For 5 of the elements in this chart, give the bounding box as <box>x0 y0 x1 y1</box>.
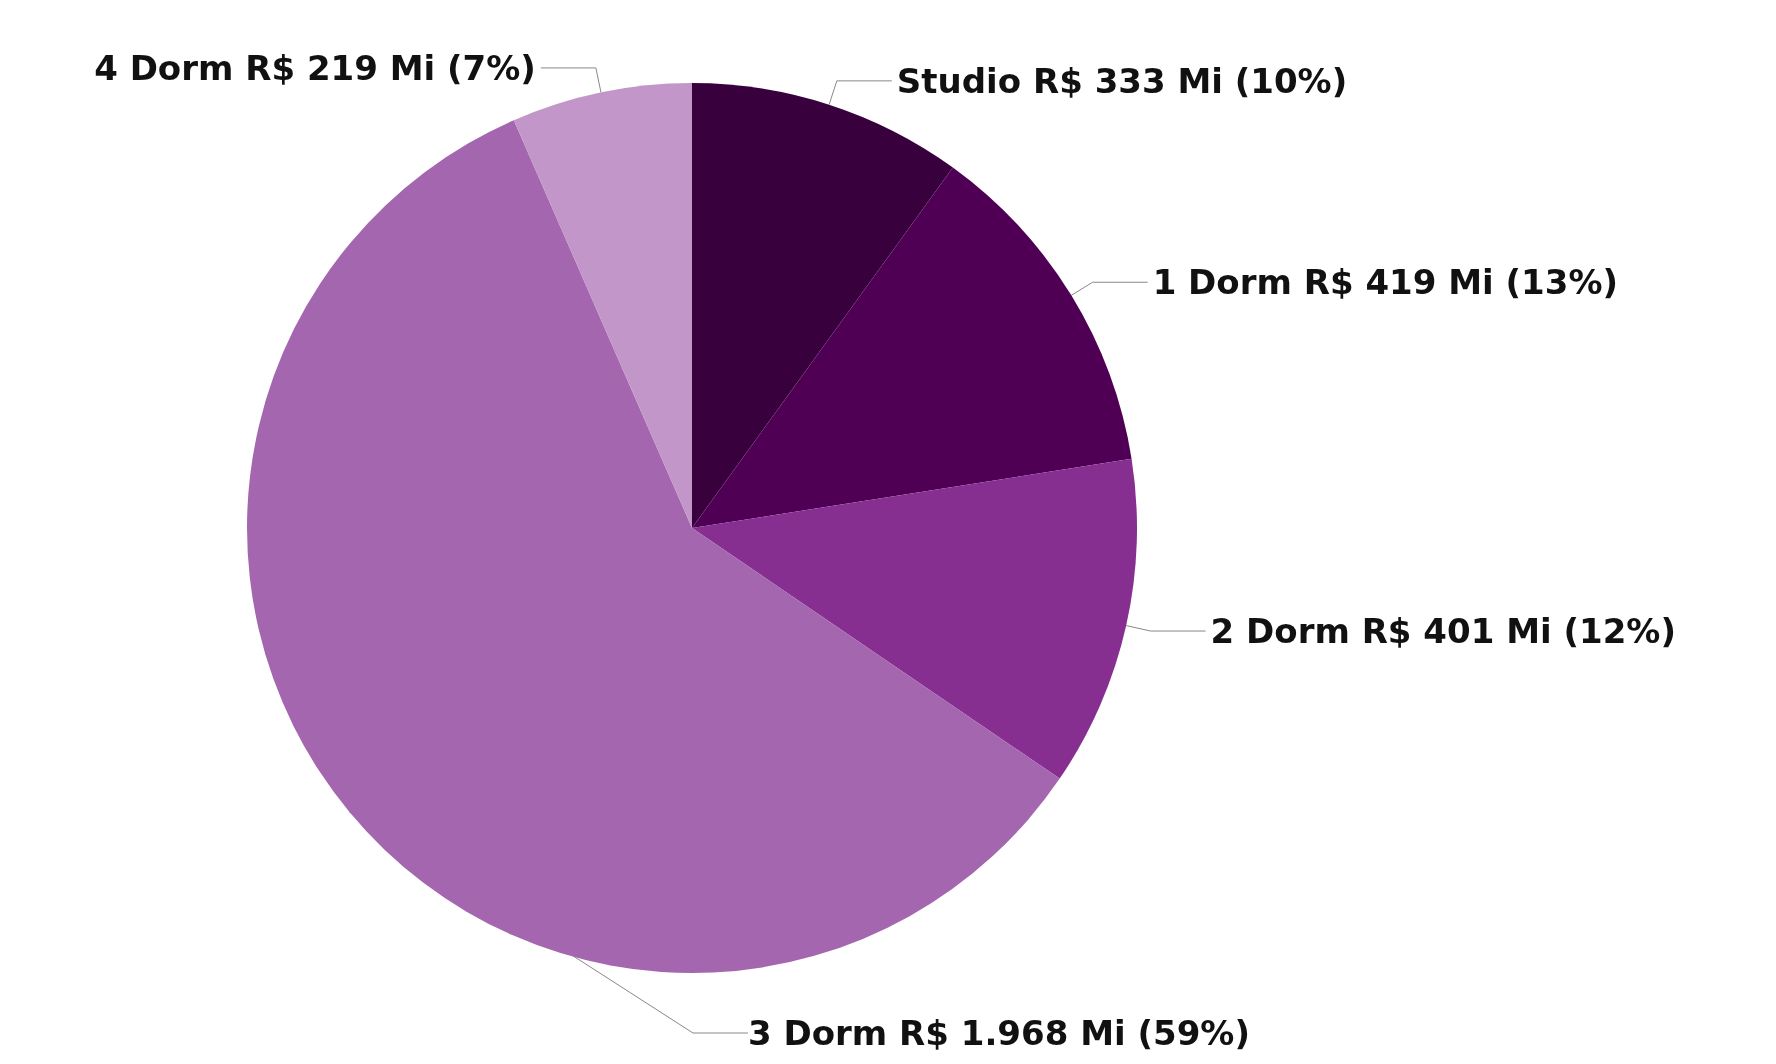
slice-label: 4 Dorm R$ 219 Mi (7%) <box>94 47 536 88</box>
slice-label: Studio R$ 333 Mi (10%) <box>896 60 1348 101</box>
slice-label: 3 Dorm R$ 1.968 Mi (59%) <box>748 1013 1250 1053</box>
slice-label: 1 Dorm R$ 419 Mi (13%) <box>1152 262 1618 303</box>
slice-label: 2 Dorm R$ 401 Mi (12%) <box>1210 611 1676 652</box>
